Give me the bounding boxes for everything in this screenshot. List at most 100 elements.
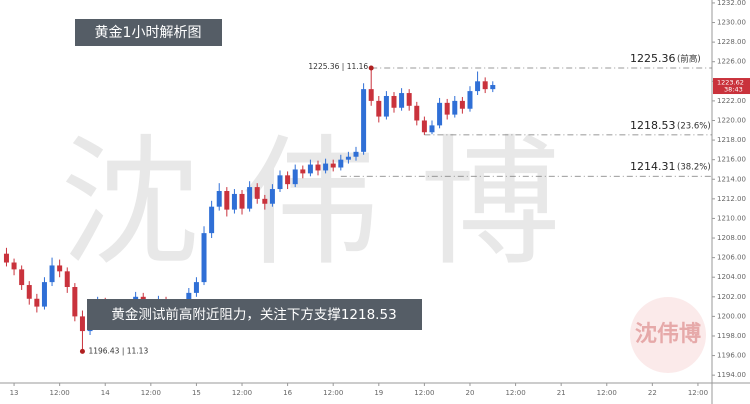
y-tick-label: 1218.00 — [717, 136, 746, 144]
x-tick-label: 13 — [10, 389, 19, 397]
x-tick-label: 12:00 — [141, 389, 161, 397]
candle-body — [414, 105, 420, 121]
y-tick-label: 1210.00 — [717, 214, 746, 222]
candle-body — [361, 89, 367, 152]
candle-body — [79, 316, 85, 332]
x-tick-label: 12:00 — [505, 389, 525, 397]
candle-body — [459, 100, 465, 109]
x-tick-label: 12:00 — [414, 389, 434, 397]
candle-body — [437, 102, 443, 126]
extreme-dot — [79, 348, 85, 354]
candle-body — [64, 271, 70, 288]
x-tick-label: 22 — [648, 389, 657, 397]
x-tick-label: 16 — [283, 389, 292, 397]
x-tick-label: 12:00 — [323, 389, 343, 397]
candle-body — [307, 164, 313, 174]
candle-body — [421, 120, 427, 133]
y-tick-label: 1198.00 — [717, 332, 746, 340]
candle-body — [391, 95, 397, 108]
x-tick-label: 14 — [101, 389, 110, 397]
y-tick-label: 1222.00 — [717, 97, 746, 105]
x-tick-label: 20 — [466, 389, 475, 397]
candle-body — [239, 193, 245, 209]
x-tick-label: 19 — [374, 389, 383, 397]
extreme-label: 1225.36 | 11.16 — [308, 62, 368, 71]
candle-body — [224, 191, 230, 210]
candle-body — [383, 95, 389, 117]
candle-body — [323, 163, 329, 171]
candle-body — [34, 298, 40, 307]
y-tick-label: 1204.00 — [717, 273, 746, 281]
candle-body — [452, 100, 458, 115]
x-tick-label: 12:00 — [232, 389, 252, 397]
y-tick-label: 1226.00 — [717, 58, 746, 66]
logo: 沈伟博 — [635, 321, 701, 347]
x-tick-label: 12:00 — [597, 389, 617, 397]
candle-body — [277, 175, 283, 190]
candle-body — [353, 151, 359, 157]
candle-body — [429, 125, 435, 133]
title-box — [75, 19, 222, 46]
countdown: 38:43 — [724, 86, 743, 94]
candle-body — [444, 102, 450, 115]
y-tick-label: 1216.00 — [717, 156, 746, 164]
watermark: 沈伟博 — [60, 123, 600, 286]
y-tick-label: 1196.00 — [717, 352, 746, 360]
candle-body — [216, 191, 222, 207]
level-value: 1225.36 — [630, 52, 676, 65]
last-price-tag — [713, 78, 750, 95]
candle-body — [201, 233, 207, 283]
candle-body — [72, 287, 78, 317]
candle-body — [193, 282, 199, 293]
y-tick-label: 1214.00 — [717, 175, 746, 183]
candle-body — [285, 175, 291, 185]
logo-badge — [630, 297, 706, 373]
note-box — [87, 299, 422, 330]
candle-body — [57, 265, 63, 272]
y-tick-label: 1232.00 — [717, 0, 746, 7]
candle-body — [11, 262, 17, 270]
candle-body — [406, 93, 412, 106]
candle-body — [49, 265, 55, 283]
candle-body — [292, 169, 298, 185]
y-tick-label: 1200.00 — [717, 312, 746, 320]
y-tick-label: 1220.00 — [717, 116, 746, 124]
y-tick-label: 1208.00 — [717, 234, 746, 242]
y-tick-label: 1194.00 — [717, 371, 746, 379]
chart-title: 黄金1小时解析图 — [95, 24, 202, 41]
y-tick-label: 1228.00 — [717, 38, 746, 46]
candle-body — [376, 100, 382, 117]
candle-body — [3, 253, 9, 263]
candle-body — [338, 159, 344, 168]
candle-body — [254, 187, 260, 199]
level-tag: (前高) — [677, 53, 701, 64]
candle-body — [315, 164, 321, 171]
candle-body — [482, 81, 488, 90]
x-tick-label: 12:00 — [50, 389, 70, 397]
candle-body — [300, 169, 306, 174]
level-tag: (23.6%) — [677, 121, 711, 131]
note: 黄金测试前高附近阻力，关注下方支撑1218.53 — [111, 306, 396, 323]
candle-body — [399, 93, 405, 108]
y-tick-label: 1212.00 — [717, 195, 746, 203]
x-tick-label: 12:00 — [688, 389, 708, 397]
level-value: 1218.53 — [630, 119, 676, 132]
candle-body — [467, 91, 473, 109]
candle-body — [368, 89, 374, 101]
extreme-label: 1196.43 | 11.13 — [88, 346, 148, 355]
candle-body — [475, 81, 481, 92]
candle-body — [490, 85, 496, 90]
candle-body — [209, 206, 215, 234]
level-value: 1214.31 — [630, 160, 676, 173]
y-tick-label: 1202.00 — [717, 293, 746, 301]
y-tick-label: 1206.00 — [717, 254, 746, 262]
watermark-layer: 沈伟博 沈伟博 — [60, 123, 706, 373]
x-tick-label: 15 — [192, 389, 201, 397]
last-price: 1223.62 — [717, 79, 744, 87]
y-tick-label: 1230.00 — [717, 19, 746, 27]
x-tick-label: 21 — [557, 389, 566, 397]
candle-body — [26, 285, 32, 299]
candle-body — [345, 156, 351, 160]
